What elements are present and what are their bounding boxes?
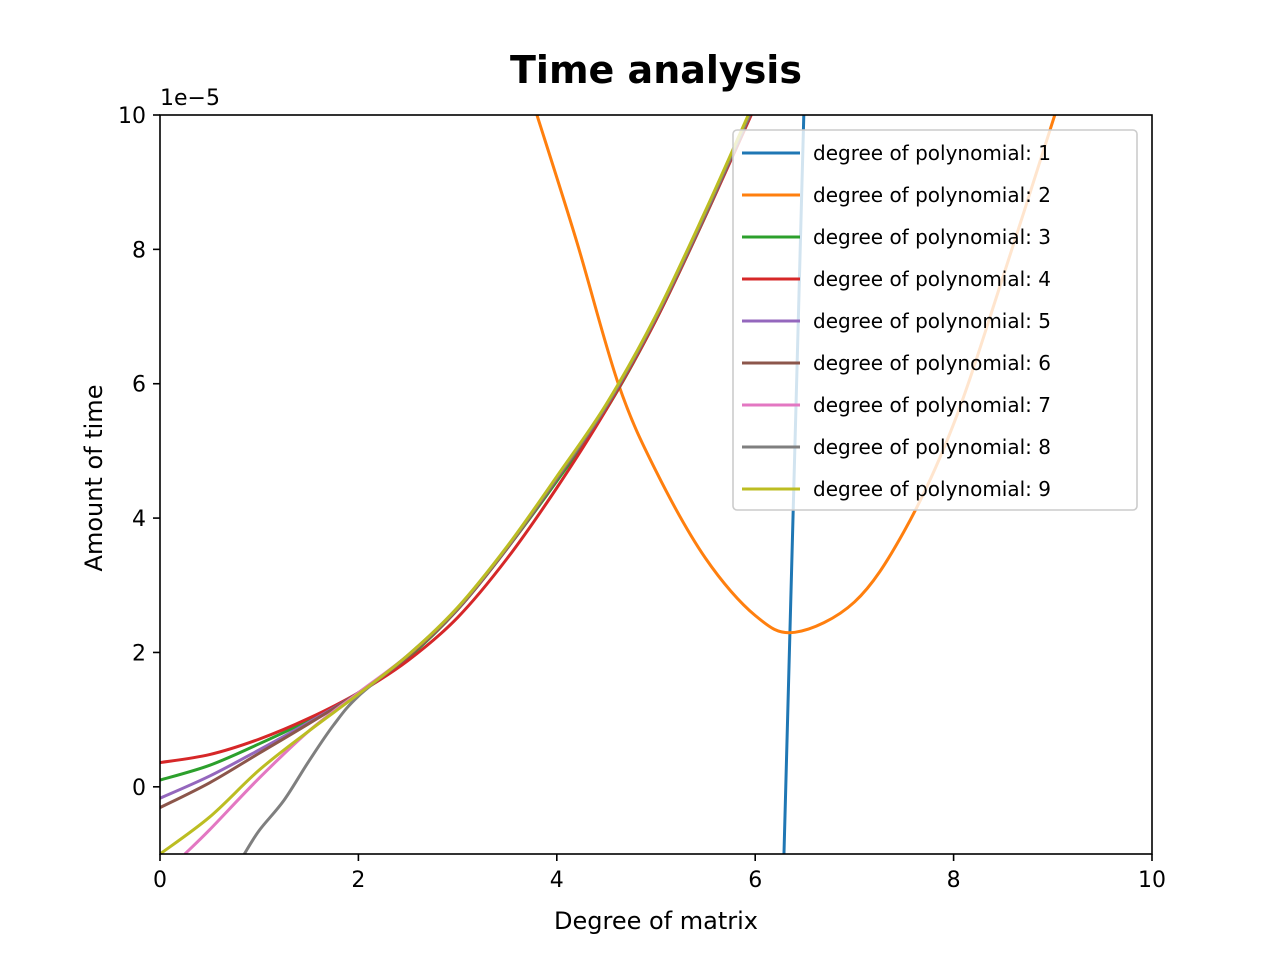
series-layer (160, 115, 1057, 854)
legend-label-1: degree of polynomial: 1 (813, 141, 1051, 165)
y-tick-label: 4 (132, 507, 146, 532)
y-multiplier-label: 1e−5 (160, 86, 220, 111)
y-tick-label: 8 (132, 238, 146, 263)
y-tick-label: 6 (132, 373, 146, 398)
x-tick-label: 10 (1138, 868, 1166, 893)
series-line-3 (160, 115, 752, 782)
y-axis: 0 2 4 6 8 10 (118, 104, 160, 801)
legend-label-8: degree of polynomial: 8 (813, 435, 1051, 459)
plot-frame (159, 114, 1153, 855)
y-tick-label: 10 (118, 104, 146, 129)
series-line-8 (243, 115, 751, 854)
x-tick-label: 2 (351, 868, 365, 893)
series-line-4 (160, 115, 753, 765)
series-line-6 (160, 115, 752, 809)
legend: degree of polynomial: 1 degree of polynom… (732, 129, 1138, 511)
y-tick-label: 0 (132, 776, 146, 801)
legend-label-5: degree of polynomial: 5 (813, 309, 1051, 333)
x-axis: 0 2 4 6 8 10 (153, 854, 1166, 893)
legend-label-4: degree of polynomial: 4 (813, 267, 1051, 291)
x-tick-label: 6 (748, 868, 762, 893)
legend-label-2: degree of polynomial: 2 (813, 183, 1051, 207)
legend-box (732, 129, 1138, 511)
x-tick-label: 8 (947, 868, 961, 893)
y-axis-label: Amount of time (80, 385, 108, 572)
x-tick-label: 0 (153, 868, 167, 893)
x-tick-label: 4 (550, 868, 564, 893)
legend-label-9: degree of polynomial: 9 (813, 477, 1051, 501)
series-line-5 (160, 115, 752, 800)
legend-label-6: degree of polynomial: 6 (813, 351, 1051, 375)
x-axis-label: Degree of matrix (554, 907, 758, 935)
legend-label-3: degree of polynomial: 3 (813, 225, 1051, 249)
y-tick-label: 2 (132, 641, 146, 666)
legend-label-7: degree of polynomial: 7 (813, 393, 1051, 417)
series-line-9 (160, 115, 750, 854)
chart-title: Time analysis (510, 48, 802, 92)
